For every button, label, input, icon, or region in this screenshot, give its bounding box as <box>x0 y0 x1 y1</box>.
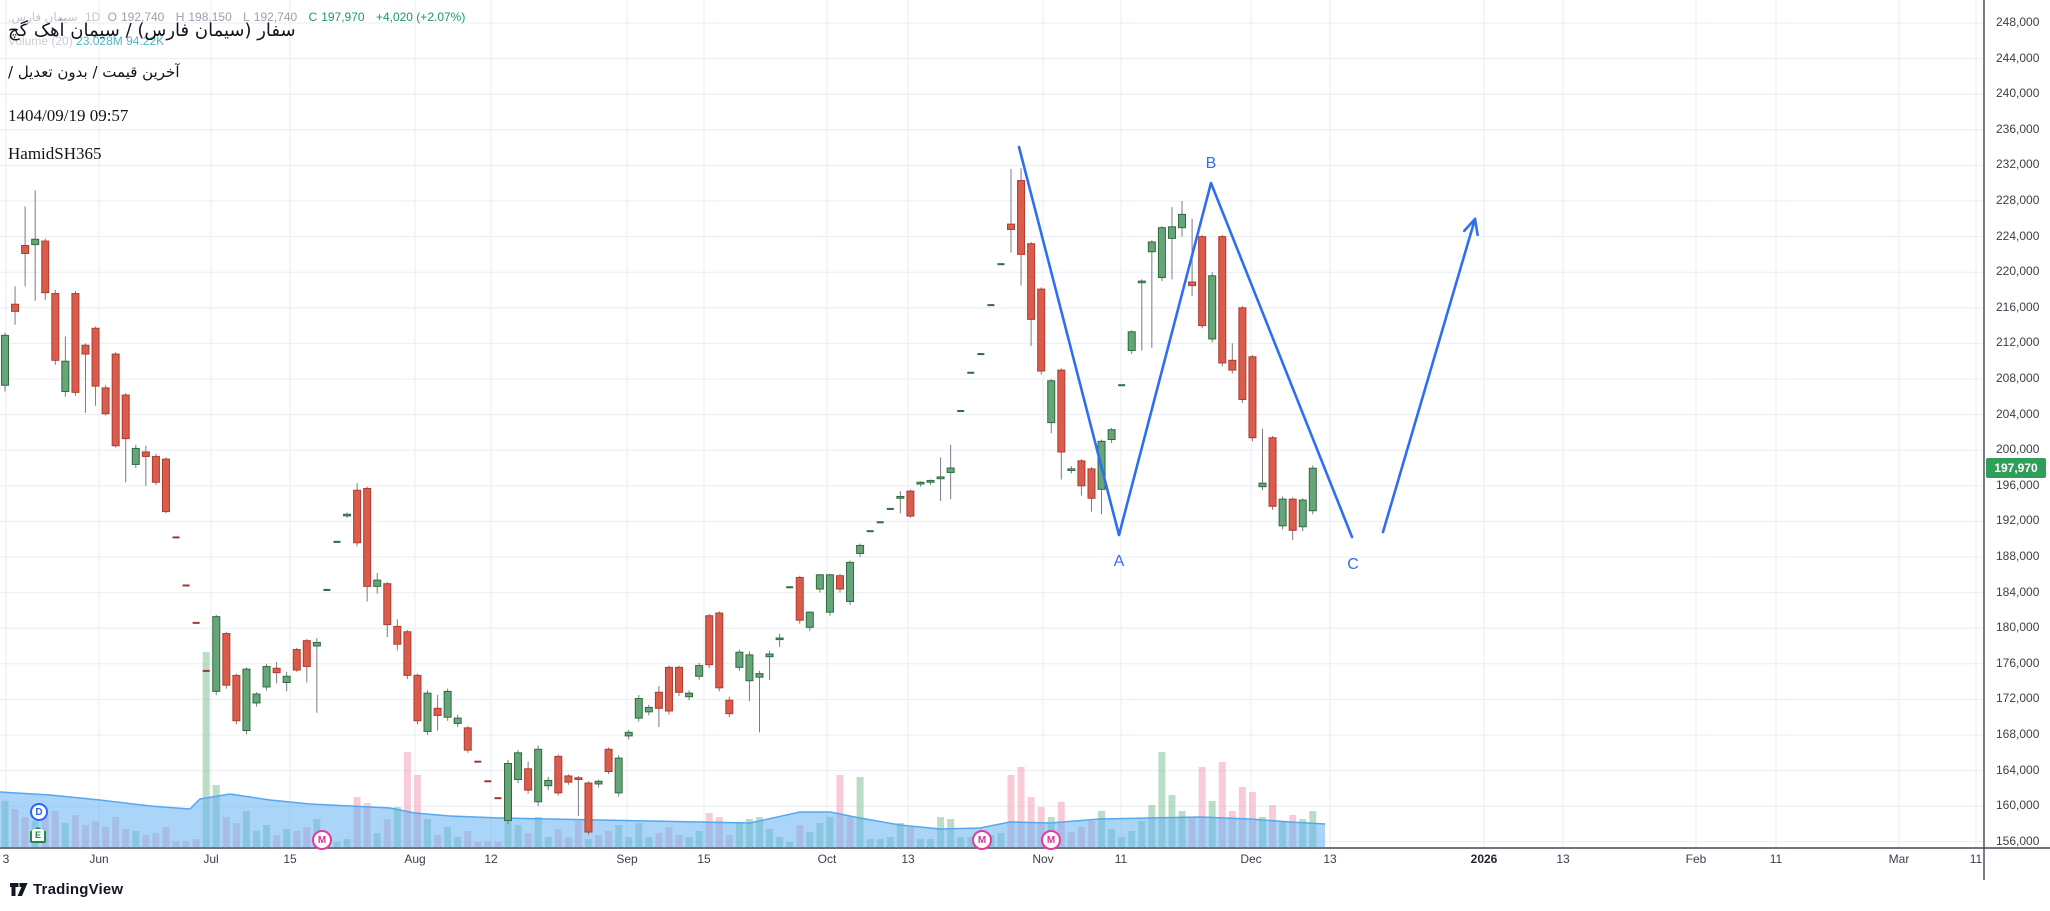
last-price-label: 197,970 <box>1986 458 2046 479</box>
price-tick: 192,000 <box>1996 513 2040 528</box>
price-tick: 248,000 <box>1996 15 2040 29</box>
price-tick: 240,000 <box>1996 86 2040 101</box>
time-tick: 13 <box>901 852 915 866</box>
legend-high: H 198,150 <box>175 10 232 24</box>
time-tick: Feb <box>1685 852 1707 866</box>
volume-legend: Volume (20) 23.028M 94.22K <box>8 34 165 48</box>
legend-close: C 197,970 <box>308 10 365 24</box>
price-tick: 224,000 <box>1996 228 2040 243</box>
price-tick: 208,000 <box>1996 371 2040 385</box>
time-tick: 3 <box>2 852 10 866</box>
time-tick: Mar <box>1888 852 1910 866</box>
time-tick: Dec <box>1240 852 1262 866</box>
news-badge[interactable]: M <box>972 830 992 850</box>
time-axis[interactable]: 3 Jun Jul 15 Aug 12 Sep 15 Oct 13 Nov 11 Dec 13 2026 13… <box>0 852 2050 876</box>
time-tick: 13 <box>1323 852 1337 866</box>
price-tick: 228,000 <box>1996 193 2040 207</box>
time-tick: 11 <box>1969 852 1983 866</box>
time-tick: 15 <box>697 852 711 866</box>
price-tick: 204,000 <box>1996 406 2040 421</box>
time-tick: Jul <box>203 852 219 866</box>
time-tick: Oct <box>817 852 837 866</box>
time-tick: Jun <box>89 852 109 866</box>
time-tick: 11 <box>1769 852 1783 866</box>
dividend-badge[interactable]: D <box>30 803 48 821</box>
price-tick: 164,000 <box>1996 762 2040 777</box>
legend-interval: 1D <box>84 10 101 24</box>
wave-label-B: B <box>1206 155 1217 172</box>
price-tick: 180,000 <box>1996 620 2040 635</box>
annotation-datetime: 1404/09/19 09:57 <box>8 106 129 125</box>
price-tick: 172,000 <box>1996 691 2040 706</box>
time-tick: 2026 <box>1470 852 1498 866</box>
price-chart-canvas[interactable]: A B C <box>0 0 2050 880</box>
tradingview-logo-text: TradingView <box>33 881 124 898</box>
price-tick: 160,000 <box>1996 798 2040 813</box>
price-tick: 236,000 <box>1996 121 2040 136</box>
price-tick: 200,000 <box>1996 442 2040 457</box>
legend-low: L 192,740 <box>243 10 298 24</box>
wave-label-A: A <box>1114 553 1125 570</box>
time-tick: 12 <box>484 852 498 866</box>
price-tick: 216,000 <box>1996 299 2040 314</box>
news-badge[interactable]: M <box>1041 830 1061 850</box>
price-tick: 156,000 <box>1996 833 2040 848</box>
news-badge[interactable]: M <box>312 830 332 850</box>
time-tick: 13 <box>1556 852 1570 866</box>
time-tick: 11 <box>1114 852 1128 866</box>
chart-subtitle: آخرین قیمت / بدون تعدیل / <box>8 63 180 81</box>
price-tick: 220,000 <box>1996 264 2040 279</box>
legend-change: +4,020 (+2.07%) <box>375 10 466 24</box>
time-tick: Aug <box>404 852 426 866</box>
time-tick: 15 <box>283 852 297 866</box>
earnings-badge[interactable]: E <box>30 827 46 843</box>
tradingview-logo[interactable]: TradingView <box>10 881 123 898</box>
time-tick: Nov <box>1032 852 1054 866</box>
price-tick: 184,000 <box>1996 584 2040 599</box>
price-tick: 176,000 <box>1996 655 2040 670</box>
price-tick: 244,000 <box>1996 50 2040 65</box>
time-tick: Sep <box>616 852 638 866</box>
price-tick: 188,000 <box>1996 549 2040 563</box>
price-tick: 212,000 <box>1996 335 2040 350</box>
legend-symbol: سیمان فارس, <box>8 10 78 24</box>
price-axis[interactable]: 248,000 244,000 240,000 236,000 232,000 228,0… <box>1984 0 2050 848</box>
wave-label-C: C <box>1347 556 1359 573</box>
price-tick: 168,000 <box>1996 727 2040 741</box>
author-watermark: HamidSH365 <box>8 144 102 163</box>
price-tick: 196,000 <box>1996 477 2040 492</box>
tradingview-logo-icon <box>10 883 28 896</box>
chart-title: سفار (سیمان فارس) / سیمان آهک گچ <box>8 20 296 41</box>
ohlc-legend: سیمان فارس, 1D O 192,740 H 198,150 L 192,74… <box>8 10 469 24</box>
price-tick: 232,000 <box>1996 157 2040 172</box>
legend-open: O 192,740 <box>107 10 165 24</box>
